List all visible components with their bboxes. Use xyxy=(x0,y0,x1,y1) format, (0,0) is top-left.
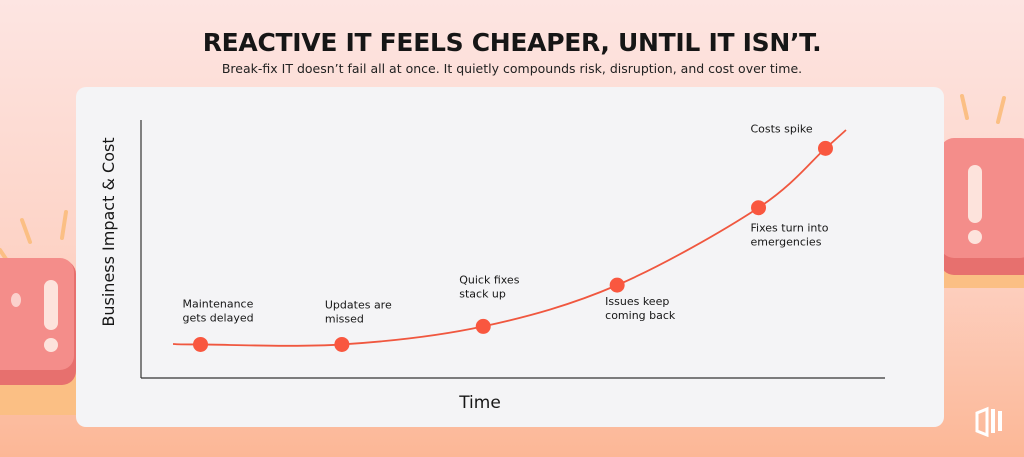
data-point xyxy=(817,140,833,156)
page-title: REACTIVE IT FEELS CHEAPER, UNTIL IT ISN’… xyxy=(202,28,822,57)
data-point xyxy=(751,200,767,216)
chart-card xyxy=(76,87,944,427)
data-label: Updates are missed xyxy=(325,298,392,325)
alert-button-icon xyxy=(0,210,80,415)
data-label: Issues keep coming back xyxy=(605,295,676,322)
data-point xyxy=(609,277,625,293)
data-label: Fixes turn into emergencies xyxy=(751,222,829,249)
alert-button-icon xyxy=(940,94,1024,288)
y-axis-label: Business Impact & Cost xyxy=(99,137,118,326)
data-label: Maintenance gets delayed xyxy=(183,297,254,324)
data-label: Costs spike xyxy=(750,122,812,135)
data-point xyxy=(334,336,350,352)
data-label: Quick fixes stack up xyxy=(459,273,519,300)
brand-logo-icon xyxy=(975,406,1002,437)
data-point xyxy=(193,336,209,352)
x-axis-label: Time xyxy=(458,393,501,413)
impact-curve xyxy=(172,129,847,347)
data-point xyxy=(475,318,491,334)
page-subtitle: Break-fix IT doesn’t fail all at once. I… xyxy=(221,61,803,76)
